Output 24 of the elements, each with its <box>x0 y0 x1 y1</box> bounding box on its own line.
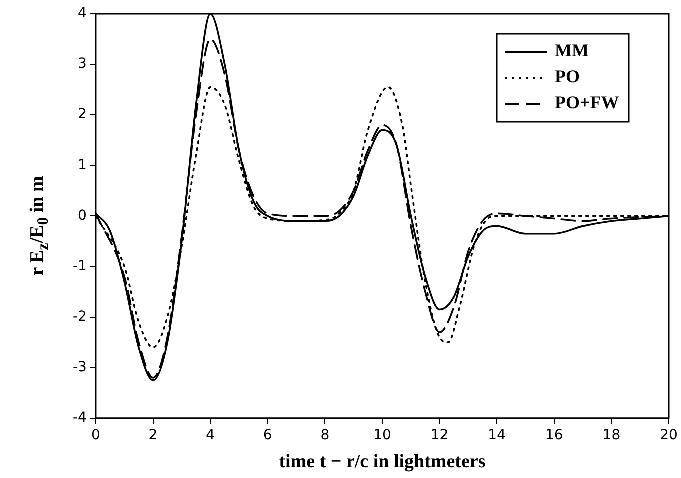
x-tick-label: 4 <box>206 427 216 444</box>
y-tick-label: 0 <box>78 208 87 224</box>
x-axis-title: time t − r/c in lightmeters <box>279 452 486 473</box>
y-tick-label: 4 <box>78 6 88 22</box>
legend-label: MM <box>555 40 589 61</box>
x-tick-label: 10 <box>374 427 392 444</box>
y-tick-label: -3 <box>72 359 87 376</box>
x-tick-label: 18 <box>602 427 621 444</box>
y-tick-label: -4 <box>72 410 88 426</box>
x-tick-label: 14 <box>488 427 506 444</box>
y-tick-label: 2 <box>78 106 87 123</box>
x-tick-label: 2 <box>148 427 158 444</box>
y-tick-label: -1 <box>72 258 87 274</box>
x-tick-label: 0 <box>92 427 100 444</box>
y-tick-label: 1 <box>78 157 87 174</box>
y-tick-label: -2 <box>72 308 87 325</box>
x-tick-label: 16 <box>545 427 564 444</box>
y-tick-label: 3 <box>78 56 87 72</box>
x-tick-label: 12 <box>430 427 449 444</box>
x-tick-label: 20 <box>660 427 678 444</box>
x-tick-label: 8 <box>320 427 330 444</box>
legend-label: PO <box>555 66 580 87</box>
legend-label: PO+FW <box>555 92 620 113</box>
x-tick-label: 6 <box>263 427 272 444</box>
